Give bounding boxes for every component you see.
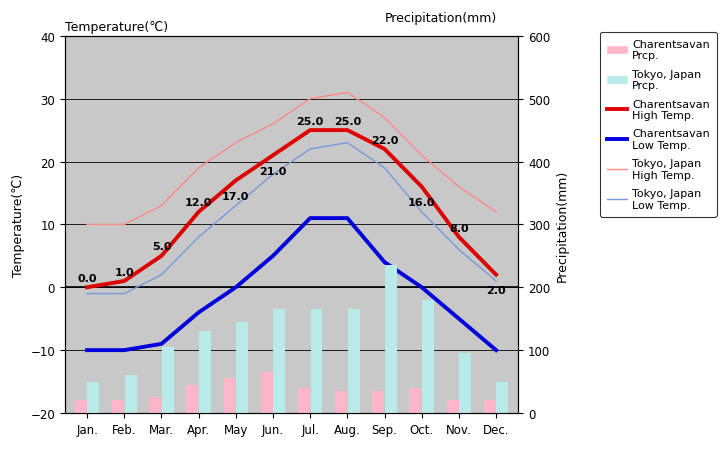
Bar <box>162 347 174 413</box>
Legend: Charentsavan
Prcp., Tokyo, Japan
Prcp., Charentsavan
High Temp., Charentsavan
Lo: Charentsavan Prcp., Tokyo, Japan Prcp., … <box>600 33 716 217</box>
Bar <box>348 309 360 413</box>
Text: 12.0: 12.0 <box>185 198 212 208</box>
Text: 5.0: 5.0 <box>152 242 171 252</box>
Bar <box>261 372 273 413</box>
Bar <box>236 322 248 413</box>
Text: 8.0: 8.0 <box>449 223 469 233</box>
Y-axis label: Temperature(℃): Temperature(℃) <box>12 174 24 276</box>
Bar <box>112 401 124 413</box>
Text: 21.0: 21.0 <box>259 167 287 177</box>
Bar <box>199 331 211 413</box>
Y-axis label: Precipitation(mm): Precipitation(mm) <box>556 169 569 281</box>
Bar <box>497 382 508 413</box>
Bar <box>125 375 137 413</box>
Bar <box>385 266 397 413</box>
Bar <box>410 388 421 413</box>
Bar <box>335 391 347 413</box>
Text: 1.0: 1.0 <box>114 267 134 277</box>
Bar <box>446 401 459 413</box>
Text: 25.0: 25.0 <box>334 117 361 126</box>
Text: 22.0: 22.0 <box>371 135 398 145</box>
Bar <box>459 353 471 413</box>
Text: Precipitation(mm): Precipitation(mm) <box>385 12 498 25</box>
Bar <box>372 391 384 413</box>
Bar <box>223 379 235 413</box>
Bar <box>310 309 323 413</box>
Bar <box>274 309 285 413</box>
Text: 2.0: 2.0 <box>486 286 506 296</box>
Bar <box>75 401 86 413</box>
Bar <box>484 401 495 413</box>
Bar <box>149 397 161 413</box>
Bar <box>298 388 310 413</box>
Bar <box>88 382 99 413</box>
Text: Temperature(℃): Temperature(℃) <box>65 21 168 34</box>
Text: 17.0: 17.0 <box>222 192 250 202</box>
Text: 16.0: 16.0 <box>408 198 436 208</box>
Bar <box>186 385 198 413</box>
Text: 25.0: 25.0 <box>297 117 324 126</box>
Text: 0.0: 0.0 <box>77 273 97 283</box>
Bar <box>422 300 434 413</box>
